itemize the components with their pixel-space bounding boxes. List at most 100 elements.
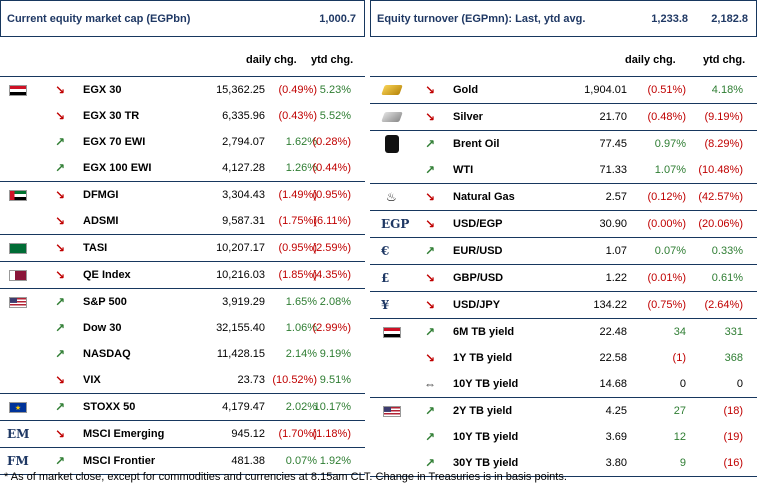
instrument-name: MSCI Emerging: [83, 428, 165, 440]
trend-down-arrow-icon: ↘: [424, 351, 436, 365]
table-row: ↘ Silver 21.70 (0.48%) (9.19%): [370, 104, 757, 130]
instrument-name: VIX: [83, 374, 101, 386]
trend-down-arrow-icon: ↘: [54, 83, 66, 97]
daily-change: (1.49%): [278, 189, 317, 201]
row-group: ↗ 2Y TB yield 4.25 27 (18) ↗ 10Y TB yield 3.69 1…: [370, 397, 757, 477]
commodities-fx-rates-panel: Equity turnover (EGPmn): Last, ytd avg. …: [370, 0, 757, 477]
table-row: ↗ EGX 100 EWI 4,127.28 1.26% (0.44%): [0, 155, 365, 181]
row-group: EGP ↘ USD/EGP 30.90 (0.00%) (20.06%): [370, 210, 757, 237]
table-row: EM ↘ MSCI Emerging 945.12 (1.70%) (1.18%): [0, 421, 365, 447]
instrument-name: Silver: [453, 111, 483, 123]
ytd-change: (42.57%): [698, 191, 743, 203]
instrument-value: 10,216.03: [216, 269, 265, 281]
daily-change: (0.75%): [647, 299, 686, 311]
left-column-headers: daily chg. ytd chg.: [0, 37, 365, 76]
instrument-value: 9,587.31: [222, 215, 265, 227]
table-row: ↗ WTI 71.33 1.07% (10.48%): [370, 157, 757, 183]
table-row: € ↗ EUR/USD 1.07 0.07% 0.33%: [370, 238, 757, 264]
row-group: £ ↘ GBP/USD 1.22 (0.01%) 0.61%: [370, 264, 757, 291]
instrument-value: 32,155.40: [216, 322, 265, 334]
ytd-change-header: ytd chg.: [311, 54, 354, 66]
table-row: ↘ QE Index 10,216.03 (1.85%) (4.35%): [0, 262, 365, 288]
daily-change: 1.65%: [285, 296, 317, 308]
row-group: ↘ TASI 10,207.17 (0.95%) (2.59%): [0, 234, 365, 261]
equity-markets-panel: Current equity market cap (EGPbn) 1,000.…: [0, 0, 365, 475]
trend-down-arrow-icon: ↘: [424, 110, 436, 124]
instrument-value: 1,904.01: [584, 84, 627, 96]
commodities-fx-rates-table: ↘ Gold 1,904.01 (0.51%) 4.18% ↘ Silver 21.70 (0.…: [370, 76, 757, 477]
table-row: ↘ Gold 1,904.01 (0.51%) 4.18%: [370, 77, 757, 103]
daily-change: 2.02%: [285, 401, 317, 413]
ytd-change: 0: [736, 378, 743, 390]
instrument-name: QE Index: [83, 269, 131, 281]
instrument-name: 6M TB yield: [453, 326, 515, 338]
table-row: ♨ ↘ Natural Gas 2.57 (0.12%) (42.57%): [370, 184, 757, 210]
ytd-change: 4.18%: [711, 84, 743, 96]
table-row: ↗ Dow 30 32,155.40 1.06% (2.99%): [0, 315, 365, 341]
row-group: FM ↗ MSCI Frontier 481.38 0.07% 1.92%: [0, 447, 365, 475]
instrument-name: 10Y TB yield: [453, 378, 519, 390]
us-flag-icon: [383, 406, 401, 417]
instrument-name: Brent Oil: [453, 138, 500, 150]
ytd-change: (2.64%): [704, 299, 743, 311]
ytd-change: (8.29%): [704, 138, 743, 150]
ytd-change: (10.48%): [698, 164, 743, 176]
instrument-name: EGX 30 TR: [83, 110, 140, 122]
instrument-value: 30.90: [599, 218, 627, 230]
instrument-name: NASDAQ: [83, 348, 131, 360]
instrument-name: 30Y TB yield: [453, 457, 519, 469]
table-row: ↗ 30Y TB yield 3.80 9 (16): [370, 450, 757, 476]
daily-change: 12: [673, 431, 686, 443]
row-group: € ↗ EUR/USD 1.07 0.07% 0.33%: [370, 237, 757, 264]
ytd-change: 9.51%: [319, 374, 351, 386]
daily-change: (1.75%): [278, 215, 317, 227]
trend-down-arrow-icon: ↘: [424, 298, 436, 312]
trend-flat-arrow-icon: ⇔: [424, 377, 436, 391]
gold-bar-icon: [381, 85, 403, 95]
row-group: ↘ DFMGI 3,304.43 (1.49%) (0.95%) ↘ ADSMI 9,587.…: [0, 181, 365, 234]
instrument-value: 4,179.47: [222, 401, 265, 413]
instrument-value: 3,919.29: [222, 296, 265, 308]
daily-change: 1.26%: [285, 162, 317, 174]
daily-change: (0.01%): [647, 272, 686, 284]
equity-market-cap-value: 1,000.7: [319, 12, 356, 25]
row-group: ★ ↗ STOXX 50 4,179.47 2.02% 10.17%: [0, 393, 365, 420]
ytd-change: (20.06%): [698, 218, 743, 230]
daily-change: (0.95%): [278, 242, 317, 254]
daily-change: 0.07%: [654, 245, 686, 257]
instrument-name: EGX 70 EWI: [83, 136, 146, 148]
row-group: ↗ Brent Oil 77.45 0.97% (8.29%) ↗ WTI 71.33 1.07…: [370, 130, 757, 183]
trend-down-arrow-icon: ↘: [54, 268, 66, 282]
equity-turnover-header: Equity turnover (EGPmn): Last, ytd avg. …: [370, 0, 757, 37]
trend-up-arrow-icon: ↗: [424, 404, 436, 418]
instrument-name: Gold: [453, 84, 479, 96]
trend-down-arrow-icon: ↘: [424, 83, 436, 97]
row-group: ¥ ↘ USD/JPY 134.22 (0.75%) (2.64%): [370, 291, 757, 318]
table-row: ¥ ↘ USD/JPY 134.22 (0.75%) (2.64%): [370, 292, 757, 318]
table-row: FM ↗ MSCI Frontier 481.38 0.07% 1.92%: [0, 448, 365, 474]
trend-down-arrow-icon: ↘: [54, 188, 66, 202]
row-group: ↗ 6M TB yield 22.48 34 331 ↘ 1Y TB yield 22.58 (…: [370, 318, 757, 397]
daily-change: 1.06%: [285, 322, 317, 334]
daily-change: (0.12%): [647, 191, 686, 203]
instrument-value: 2,794.07: [222, 136, 265, 148]
instrument-name: GBP/USD: [453, 272, 504, 284]
instrument-value: 3.69: [605, 431, 627, 443]
instrument-name: DFMGI: [83, 189, 119, 201]
row-group: ↘ EGX 30 15,362.25 (0.49%) 5.23% ↘ EGX 30 TR 6,…: [0, 76, 365, 181]
instrument-name: 2Y TB yield: [453, 405, 513, 417]
instrument-name: EGX 100 EWI: [83, 162, 152, 174]
trend-up-arrow-icon: ↗: [424, 325, 436, 339]
ytd-change: 5.52%: [319, 110, 351, 122]
table-row: ↘ TASI 10,207.17 (0.95%) (2.59%): [0, 235, 365, 261]
ytd-change: 0.61%: [711, 272, 743, 284]
instrument-value: 22.48: [599, 326, 627, 338]
ytd-change: (4.35%): [312, 269, 351, 281]
instrument-value: 1.07: [605, 245, 627, 257]
ytd-change: (0.44%): [312, 162, 351, 174]
trend-down-arrow-icon: ↘: [54, 109, 66, 123]
trend-up-arrow-icon: ↗: [54, 135, 66, 149]
instrument-name: EGX 30: [83, 84, 122, 96]
row-group: ↘ Gold 1,904.01 (0.51%) 4.18%: [370, 76, 757, 103]
currency-symbol-icon: EGP: [381, 217, 410, 231]
